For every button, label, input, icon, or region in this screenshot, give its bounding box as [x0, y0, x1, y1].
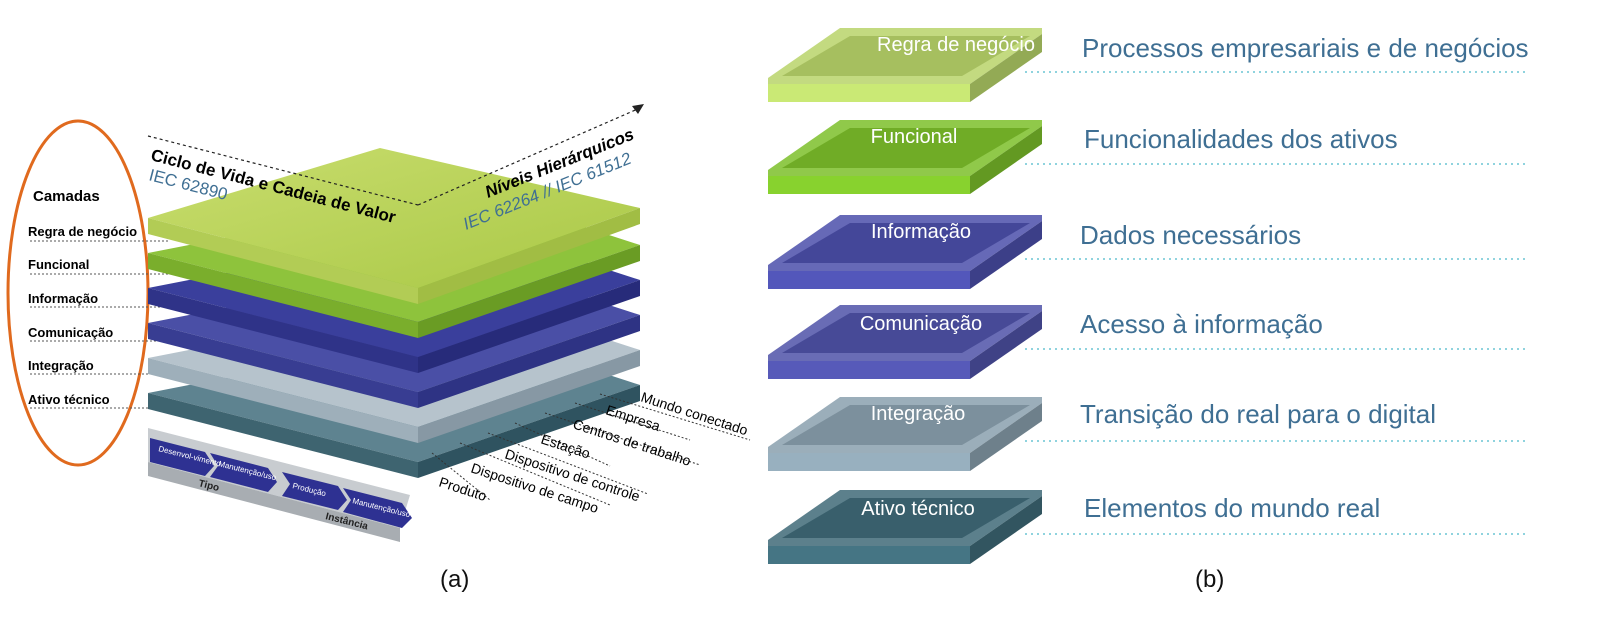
axis-lines [147, 107, 641, 206]
layer-label-informacao: Informação [870, 221, 972, 243]
layer-desc-comunicacao: Acesso à informação [1080, 309, 1323, 339]
layer-label-comunicacao: Comunicação [859, 313, 983, 335]
layer-slab [768, 215, 1042, 289]
axis-arrowhead [632, 104, 644, 114]
camada-label: Regra de negócio [28, 224, 138, 239]
layer-label-integracao: Integração [870, 403, 966, 425]
caption-b: (b) [1195, 566, 1225, 593]
layer-label-ativo-tecnico: Ativo técnico [861, 498, 975, 520]
camada-label: Integração [28, 358, 94, 373]
camada-label: Comunicação [28, 325, 114, 340]
caption-a: (a) [440, 566, 470, 593]
camada-label: Funcional [28, 257, 90, 272]
layer-slab [768, 305, 1042, 379]
layer-desc-integracao: Transição do real para o digital [1080, 399, 1437, 429]
layer-desc-regra-de-negocio: Processos empresariais e de negócios [1082, 33, 1529, 63]
camadas-title: Camadas [33, 188, 100, 205]
camada-leader-lines [30, 240, 168, 409]
layer-slab [768, 397, 1042, 471]
rami-cube-diagram: Ciclo de Vida e Cadeia de Valor IEC 6289… [6, 104, 751, 542]
layer-label-funcional: Funcional [870, 126, 958, 148]
layer-label-regra-de-negocio: Regra de negócio [877, 34, 1035, 56]
lifecycle-band [148, 428, 412, 542]
lifecycle-tipo-label: Tipo [197, 478, 220, 494]
camada-label: Ativo técnico [28, 392, 110, 407]
lifecycle-step-arrow [150, 438, 214, 476]
layer-desc-ativo-tecnico: Elementos do mundo real [1084, 493, 1381, 523]
layer-slab [768, 120, 1042, 194]
camada-label: Informação [28, 291, 99, 306]
lifecycle-step-arrow [343, 488, 412, 528]
layer-slab [768, 28, 1042, 102]
layer-desc-informacao: Dados necessários [1080, 220, 1302, 250]
layer-desc-funcional: Funcionalidades dos ativos [1084, 124, 1398, 154]
layer-slab [768, 490, 1042, 564]
cube-layer-regra-de-negocio [148, 148, 640, 304]
lifecycle-step-arrow [210, 453, 277, 492]
hierarchy-leader-lines [431, 393, 751, 506]
lifecycle-step-arrow [282, 472, 347, 510]
